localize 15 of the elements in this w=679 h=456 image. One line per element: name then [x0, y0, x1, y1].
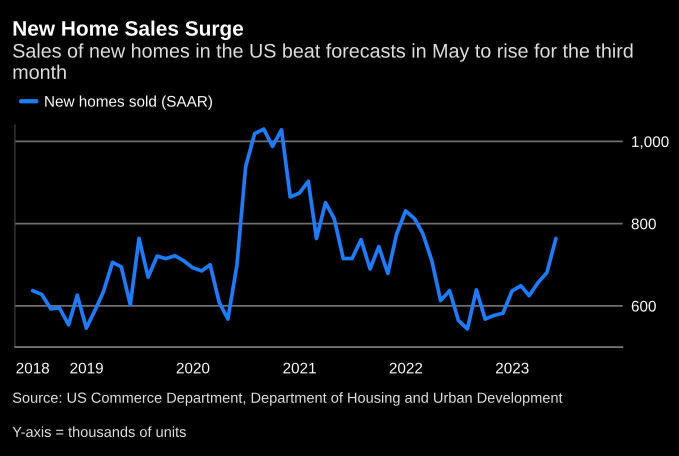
line-series	[30, 127, 558, 331]
x-tick-label: 2022	[390, 362, 422, 374]
x-tick-label: 2020	[176, 362, 210, 374]
text: Y-axis = thousands of units	[12, 426, 186, 438]
x-tick-label: 2021	[283, 362, 316, 374]
x-tick-label: 2018	[16, 362, 50, 374]
x-tick-label: 2019	[70, 362, 103, 374]
chart-subtitle: Sales of new homes in the US beat forecasts in May to rise for the third month	[13, 43, 632, 80]
y-tick-label: 600	[632, 300, 656, 312]
y-tick-label: 1,000	[632, 136, 669, 149]
x-tick-label: 2023	[496, 362, 529, 374]
chart-title: New Home Sales Surge	[14, 20, 244, 40]
y-tick-label: 800	[632, 218, 656, 230]
source-note: Source: US Commerce Department, Department of Housing and Urban Development	[12, 392, 562, 406]
legend-label: New homes sold (SAAR)	[45, 96, 212, 110]
